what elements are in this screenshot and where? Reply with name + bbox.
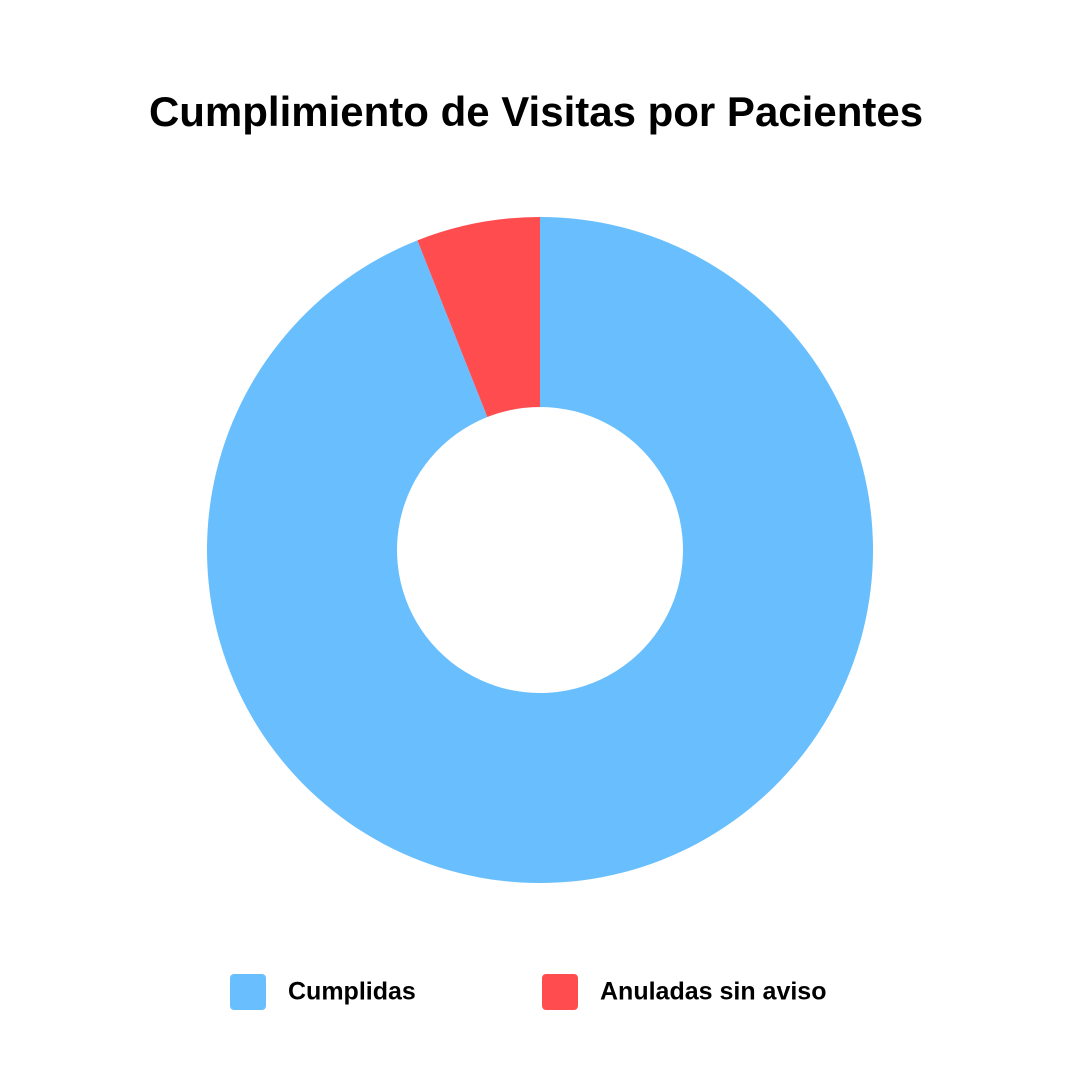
legend-swatch [542,974,578,1010]
legend-label: Cumplidas [288,978,416,1006]
legend-swatch [230,974,266,1010]
donut-slice [417,217,540,418]
donut-slice [206,217,873,883]
chart-title: Cumplimiento de Visitas por Pacientes [149,88,923,135]
legend-label: Anuladas sin aviso [600,978,826,1006]
